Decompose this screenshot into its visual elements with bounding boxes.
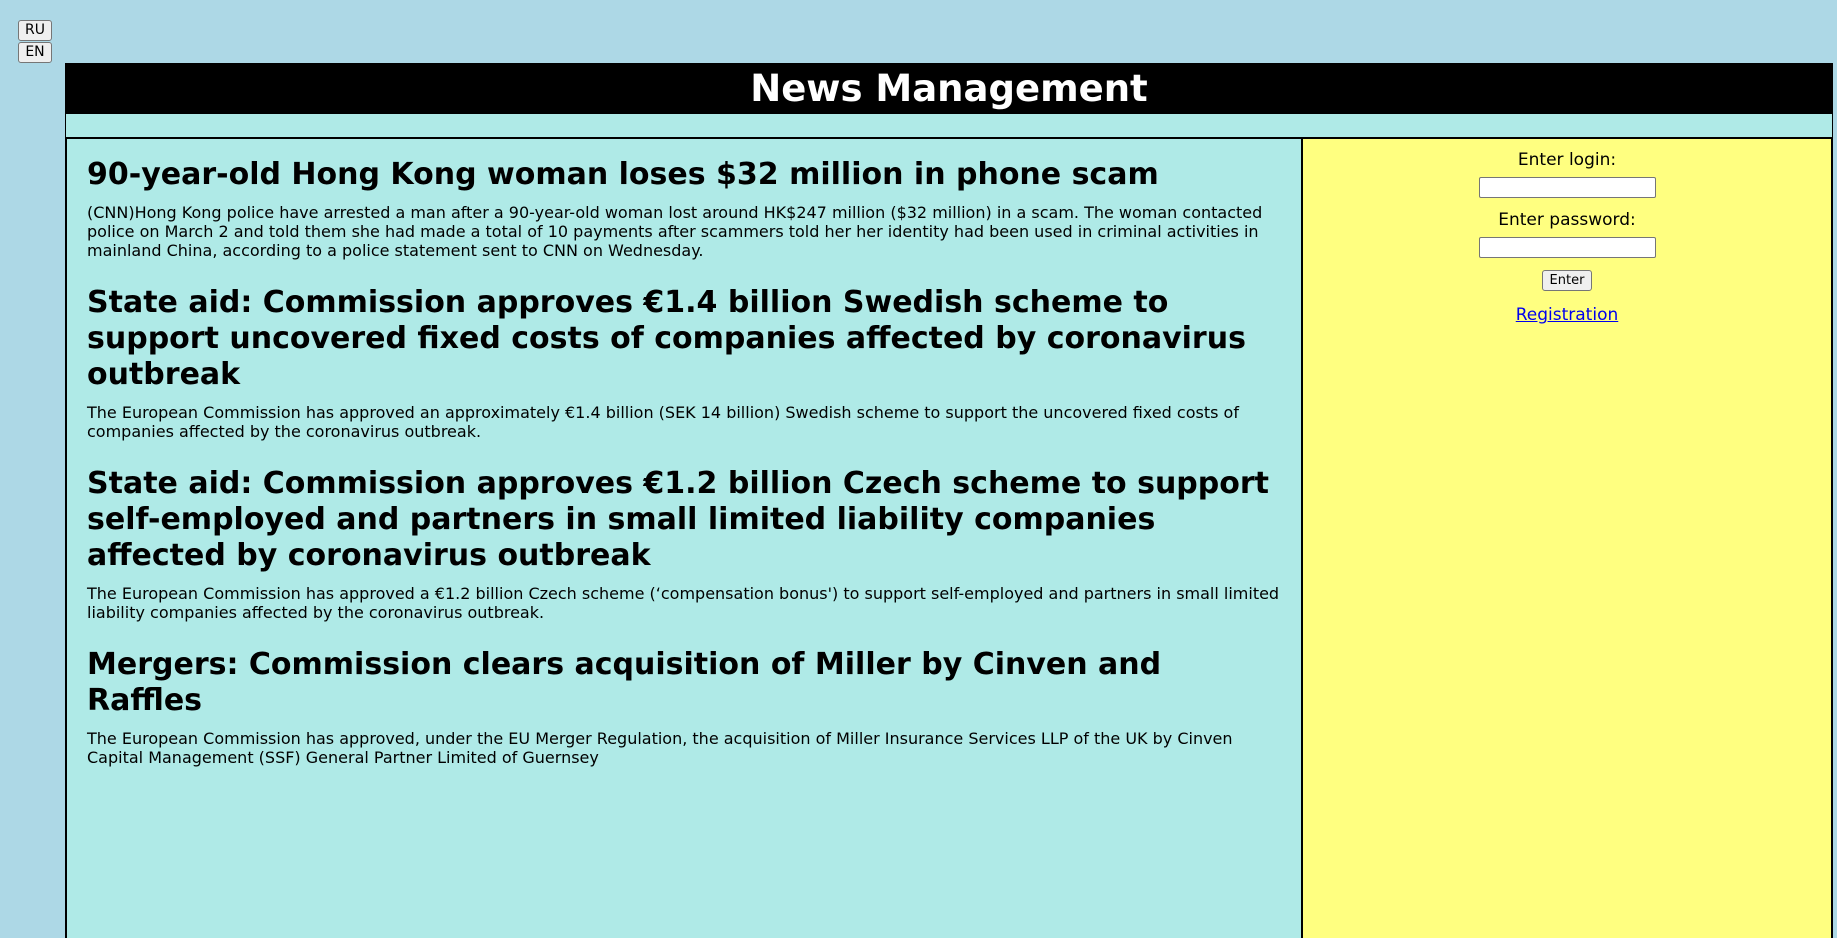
news-list: 90-year-old Hong Kong woman loses $32 mi… [65,138,1303,938]
news-title: 90-year-old Hong Kong woman loses $32 mi… [87,157,1159,192]
language-ru-button[interactable]: RU [18,20,52,41]
news-item: 90-year-old Hong Kong woman loses $32 mi… [87,157,1281,260]
news-brief: The European Commission has approved a €… [87,584,1280,622]
news-title: State aid: Commission approves €1.2 bill… [87,466,1269,573]
page-title: News Management [750,67,1148,110]
news-title: State aid: Commission approves €1.4 bill… [87,285,1246,392]
news-brief: The European Commission has approved an … [87,403,1239,441]
page-header: News Management [65,63,1833,114]
password-label: Enter password: [1498,210,1636,230]
news-brief: (CNN)Hong Kong police have arrested a ma… [87,203,1263,260]
news-item: State aid: Commission approves €1.2 bill… [87,466,1281,622]
login-input[interactable] [1478,177,1656,198]
header-strip [65,114,1833,138]
password-input[interactable] [1478,237,1656,258]
news-item: State aid: Commission approves €1.4 bill… [87,285,1281,441]
language-en-button[interactable]: EN [18,42,52,63]
news-title: Mergers: Commission clears acquisition o… [87,647,1162,718]
enter-button[interactable]: Enter [1541,270,1593,291]
news-item: Mergers: Commission clears acquisition o… [87,647,1281,767]
login-sidebar: Enter login: Enter password: Enter Regis… [1303,138,1833,938]
language-switch: RU EN [18,20,52,64]
news-brief: The European Commission has approved, un… [87,729,1233,767]
login-label: Enter login: [1517,150,1617,170]
registration-link[interactable]: Registration [1515,305,1619,325]
